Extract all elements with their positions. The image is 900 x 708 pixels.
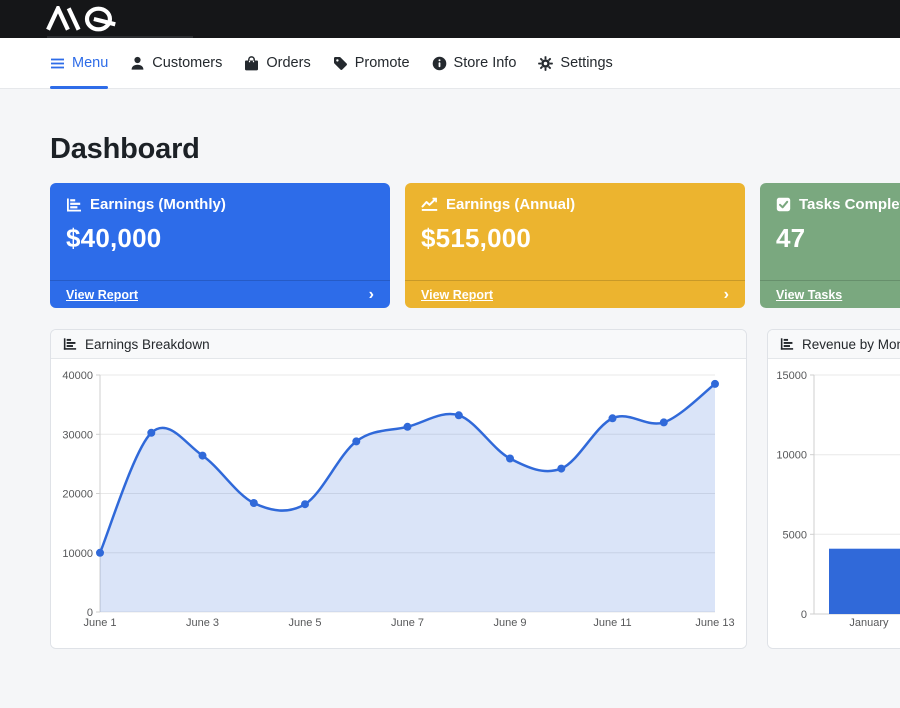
chart-header-icon [780,337,794,351]
hamburger-icon [50,56,65,71]
topbar [0,0,900,38]
nav-item-store-info[interactable]: Store Info [432,38,517,88]
stat-card-body: Earnings (Monthly) $40,000 [50,183,390,280]
tag-icon [333,56,348,71]
stat-card-title: Tasks Completed [799,196,900,213]
app-root: Menu Customers Orders Promote Store Info Sett… [0,0,900,649]
check-square-icon [776,197,791,212]
svg-text:10000: 10000 [62,548,93,560]
stat-card-body: Earnings (Annual) $515,000 [405,183,745,280]
nav-item-menu[interactable]: Menu [50,38,109,89]
svg-text:June 13: June 13 [695,617,734,629]
nav-item-promote[interactable]: Promote [333,38,410,88]
brand-underline [47,36,193,38]
aq-logo-icon [46,6,116,32]
page-title: Dashboard [50,133,200,165]
chart-title: Revenue by Month [802,336,900,352]
revenue-by-month-header: Revenue by Month [768,330,900,359]
nav-item-settings[interactable]: Settings [538,38,613,88]
svg-text:June 7: June 7 [391,617,424,629]
stat-card-earnings-monthly: Earnings (Monthly) $40,000 View Report › [50,183,390,308]
earnings-breakdown-card: Earnings Breakdown 0 10000 20000 30000 40000… [50,329,747,649]
svg-text:0: 0 [87,607,93,619]
bar-chart-svg: 0 5000 10000 15000 January [776,370,900,629]
revenue-by-month-card: Revenue by Month 0 5000 10000 15000 January [767,329,900,649]
view-report-link[interactable]: View Report › [50,280,390,308]
svg-text:June 1: June 1 [83,617,116,629]
svg-text:January: January [849,617,889,629]
stat-card-earnings-annual: Earnings (Annual) $515,000 View Report › [405,183,745,308]
nav-item-orders[interactable]: Orders [244,38,311,88]
svg-text:40000: 40000 [62,370,93,382]
info-icon [432,56,447,71]
nav-item-label: Promote [354,55,410,71]
stat-card-link-label: View Report [421,287,494,302]
chart-title: Earnings Breakdown [85,336,210,352]
nav-item-label: Orders [266,55,311,71]
person-icon [130,56,145,71]
svg-text:June 9: June 9 [493,617,526,629]
bag-icon [244,55,259,71]
nav-item-label: Store Info [453,55,517,71]
bar-chart-icon [66,197,82,213]
svg-text:20000: 20000 [62,489,93,501]
svg-text:30000: 30000 [62,429,93,441]
stat-card-value: $40,000 [66,223,162,253]
stat-card-tasks-completed: Tasks Completed 47 View Tasks› [760,183,900,308]
svg-text:15000: 15000 [776,370,807,382]
nav-item-label: Settings [560,55,613,71]
earnings-breakdown-header: Earnings Breakdown [51,330,746,359]
svg-text:June 11: June 11 [593,617,631,629]
brand-logo[interactable] [45,6,129,32]
revenue-by-month-chart: 0 5000 10000 15000 January [768,359,900,648]
gear-icon [538,55,554,71]
line-chart-icon [421,197,438,212]
line-chart-svg: 0 10000 20000 30000 40000 June 1 June 3 June 5 J… [62,370,734,629]
svg-text:5000: 5000 [783,529,807,541]
stat-card-link-label: View Report [66,287,139,302]
nav-item-label: Customers [152,55,223,71]
stat-card-link-label: View Tasks [776,287,843,302]
stat-card-title: Earnings (Annual) [446,196,576,213]
stat-card-body: Tasks Completed 47 [760,183,900,280]
stat-card-value: $515,000 [421,223,532,253]
view-report-link[interactable]: View Report › [405,280,745,308]
stat-card-title: Earnings (Monthly) [90,196,226,213]
svg-text:0: 0 [801,609,807,621]
chevron-right-icon: › [368,285,374,303]
svg-text:June 5: June 5 [288,617,321,629]
svg-text:June 3: June 3 [186,617,219,629]
main-nav: Menu Customers Orders Promote Store Info Sett… [0,38,900,89]
stat-cards-row: Earnings (Monthly) $40,000 View Report › Ear… [50,183,900,308]
earnings-breakdown-chart: 0 10000 20000 30000 40000 June 1 June 3 June 5 J… [51,359,746,648]
svg-text:10000: 10000 [776,450,807,462]
chart-header-icon [63,337,77,351]
chevron-right-icon: › [723,285,729,303]
nav-item-customers[interactable]: Customers [130,38,222,88]
view-tasks-link[interactable]: View Tasks› [760,280,900,308]
charts-row: Earnings Breakdown 0 10000 20000 30000 40000… [50,329,900,649]
main-content: Dashboard Earnings (Monthly) $40,000 View … [0,133,900,649]
stat-card-value: 47 [776,223,806,253]
nav-item-label: Menu [72,55,109,71]
